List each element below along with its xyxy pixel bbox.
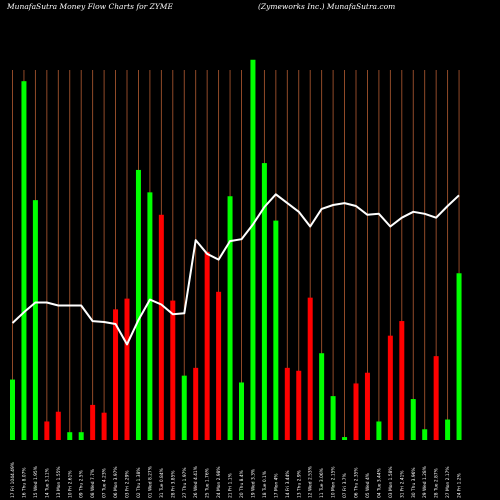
x-tick-label: 17 Mon 4%: [273, 473, 279, 498]
bar-down: [307, 297, 313, 440]
x-tick-label: 25 Tue 1.76%: [205, 468, 211, 498]
bar-up: [273, 220, 279, 440]
x-tick-label: 04 Tue 3.44%: [376, 468, 382, 498]
bar-down: [364, 372, 370, 440]
bar-down: [124, 298, 130, 440]
bar-down: [433, 356, 439, 440]
x-tick-label: 07 Fri 3.7%: [342, 473, 348, 498]
chart-title: MunafaSutra Money Flow Charts for ZYME: [7, 2, 173, 11]
bar-down: [113, 309, 119, 440]
x-tick-label: 28 Fri 3.85%: [170, 470, 176, 498]
bar-up: [181, 375, 187, 440]
bar-up: [32, 200, 38, 440]
x-tick-label: 31 Fri 2.41%: [399, 470, 405, 498]
bar-down: [101, 412, 107, 440]
x-tick-label: 18 Tue 0.1%: [262, 471, 268, 498]
x-tick-label: 10 Mon 2.15%: [331, 466, 337, 498]
x-tick-label: 21 Fri 1.1%: [228, 473, 234, 498]
bar-up: [410, 399, 416, 440]
x-tick-label: 14 Fri 3.44%: [285, 470, 291, 498]
bar-layer: [10, 59, 462, 441]
x-tick-label: 07 Tue 4.23%: [102, 468, 108, 498]
bar-up: [250, 59, 256, 440]
x-tick-label: 24 Mon 2.98%: [216, 466, 222, 498]
bar-down: [44, 421, 50, 440]
x-tick-label: 17 Fri 1044.49%: [10, 462, 16, 498]
bar-up: [239, 382, 244, 440]
bar-up: [319, 353, 325, 440]
x-tick-label: 03 Fri 2.29%: [125, 470, 131, 498]
bar-up: [456, 273, 462, 440]
x-tick-label: 29 Wed 1.28%: [422, 466, 428, 498]
bar-up: [376, 421, 382, 440]
bar-down: [193, 367, 199, 440]
bar-up: [10, 379, 15, 440]
x-tick-label: 26 Wed 4.41%: [193, 466, 199, 498]
bar-up: [445, 419, 451, 440]
bar-down: [284, 367, 290, 440]
bar-up: [135, 169, 141, 441]
x-tick-label: 10 Fri 2.61%: [67, 470, 73, 498]
line-layer: [11, 193, 460, 346]
x-tick-label: 13 Thu 2.9%: [296, 470, 302, 498]
x-tick-label: 24 Fri 1.2%: [457, 473, 463, 498]
x-tick-label: 20 Thu 8.4%: [239, 470, 245, 498]
x-tick-label: 27 Thu 1.97%: [182, 467, 188, 498]
bar-down: [353, 383, 359, 440]
x-tick-label: 19 Wed 3.3%: [250, 469, 256, 498]
x-tick-label: 13 Mon 1.55%: [56, 466, 62, 498]
money-flow-line: [11, 193, 460, 346]
bar-up: [78, 432, 84, 440]
tick-layer: 17 Fri 1044.49% 16 Thu 8.07% 15 Wed 1.95% 1…: [10, 462, 463, 498]
bar-down: [90, 404, 96, 440]
bar-up: [227, 196, 233, 440]
bar-up: [422, 429, 428, 440]
bar-up: [342, 437, 348, 440]
x-tick-label: 06 Thu 2.35%: [354, 467, 360, 498]
x-tick-label: 09 Thu 2.5%: [79, 470, 85, 498]
x-tick-label: 30 Thu 3.96%: [411, 467, 417, 498]
bar-down: [55, 411, 61, 440]
x-tick-label: 02 Thu 1.38%: [136, 467, 142, 498]
bar-up: [261, 163, 267, 440]
x-tick-label: 03 Mon 1.58%: [388, 466, 394, 498]
bar-up: [147, 192, 153, 440]
x-tick-label: 15 Wed 1.95%: [33, 466, 39, 498]
x-tick-label: 06 Mon 3.97%: [113, 466, 119, 498]
bar-down: [296, 370, 302, 440]
bar-down: [170, 300, 176, 440]
x-tick-label: 28 Tue 2.87%: [434, 468, 440, 498]
bar-down: [387, 335, 393, 440]
x-tick-label: 14 Tue 3.11%: [44, 468, 50, 498]
x-tick-label: 31 Tue 0.84%: [159, 468, 165, 498]
x-tick-label: 05 Wed 4%: [365, 473, 371, 498]
x-tick-label: 27 Mon 2.17%: [445, 466, 451, 498]
x-tick-label: 01 Wed 8.27%: [147, 466, 153, 498]
bar-down: [204, 251, 210, 440]
bar-up: [21, 81, 27, 440]
bar-down: [399, 321, 405, 440]
bar-up: [330, 396, 336, 440]
x-tick-label: 11 Tue 3.06%: [319, 468, 325, 498]
bar-up: [67, 432, 73, 440]
x-tick-label: 08 Wed 7.7%: [90, 469, 96, 498]
x-tick-label: 16 Thu 8.07%: [21, 467, 27, 498]
bar-down: [158, 214, 164, 440]
chart-subtitle: (Zymeworks Inc.) MunafaSutra.com: [258, 2, 396, 11]
bar-down: [216, 291, 222, 440]
x-tick-label: 12 Wed 2.53%: [308, 466, 314, 498]
